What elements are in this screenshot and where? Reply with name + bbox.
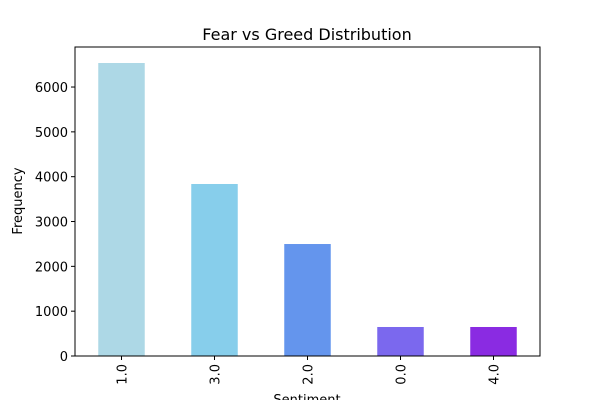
bar — [377, 326, 424, 356]
y-axis-label: Frequency — [11, 167, 26, 234]
bar — [284, 244, 331, 356]
bar — [191, 183, 238, 356]
x-tick-label: 2.0 — [302, 364, 317, 385]
y-tick-label: 4000 — [35, 171, 68, 186]
x-tick-label: 4.0 — [488, 364, 503, 385]
y-tick-label: 6000 — [35, 81, 68, 96]
y-tick-label: 3000 — [35, 216, 68, 231]
bar — [470, 326, 517, 356]
y-tick-label: 1000 — [35, 305, 68, 320]
x-tick-label: 1.0 — [116, 364, 131, 385]
bar — [98, 63, 145, 356]
plot-frame — [74, 46, 541, 357]
y-tick-label: 5000 — [35, 126, 68, 141]
y-tick-label: 2000 — [35, 260, 68, 275]
x-axis-label: Sentiment — [273, 393, 340, 400]
x-tick-label: 0.0 — [395, 364, 410, 385]
x-tick-label: 3.0 — [209, 364, 224, 385]
chart-title: Fear vs Greed Distribution — [202, 25, 411, 44]
y-tick-label: 0 — [60, 350, 68, 365]
